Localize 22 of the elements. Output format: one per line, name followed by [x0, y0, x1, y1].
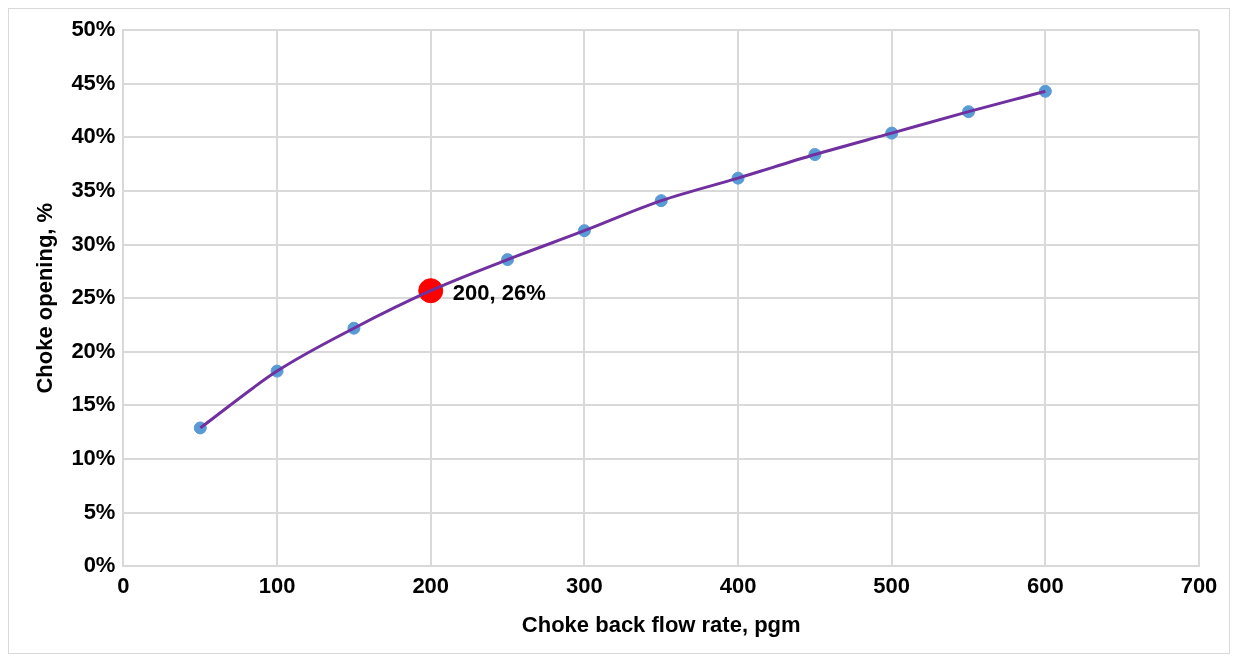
x-tick-label: 500 — [873, 573, 911, 599]
y-tick-label: 5% — [83, 498, 116, 524]
y-tick-label: 45% — [71, 69, 116, 95]
y-tick-label: 15% — [71, 391, 116, 417]
x-tick-label: 200 — [412, 573, 450, 599]
y-tick-label: 50% — [71, 16, 116, 42]
data-label: 200, 26% — [452, 279, 546, 305]
x-axis-title: Choke back flow rate, pgm — [521, 611, 801, 637]
y-tick-label: 0% — [83, 552, 116, 578]
x-tick-label: 600 — [1026, 573, 1064, 599]
x-tick-label: 400 — [719, 573, 757, 599]
y-tick-label: 25% — [71, 284, 116, 310]
y-tick-label: 35% — [71, 177, 116, 203]
y-tick-label: 10% — [71, 445, 116, 471]
x-tick-label: 0 — [117, 573, 130, 599]
y-tick-label: 40% — [71, 123, 116, 149]
y-tick-label: 30% — [71, 230, 116, 256]
y-tick-label: 20% — [71, 337, 116, 363]
y-axis-title: Choke opening, % — [32, 202, 58, 394]
x-tick-label: 700 — [1180, 573, 1218, 599]
x-tick-label: 100 — [258, 573, 296, 599]
x-tick-label: 300 — [566, 573, 603, 599]
